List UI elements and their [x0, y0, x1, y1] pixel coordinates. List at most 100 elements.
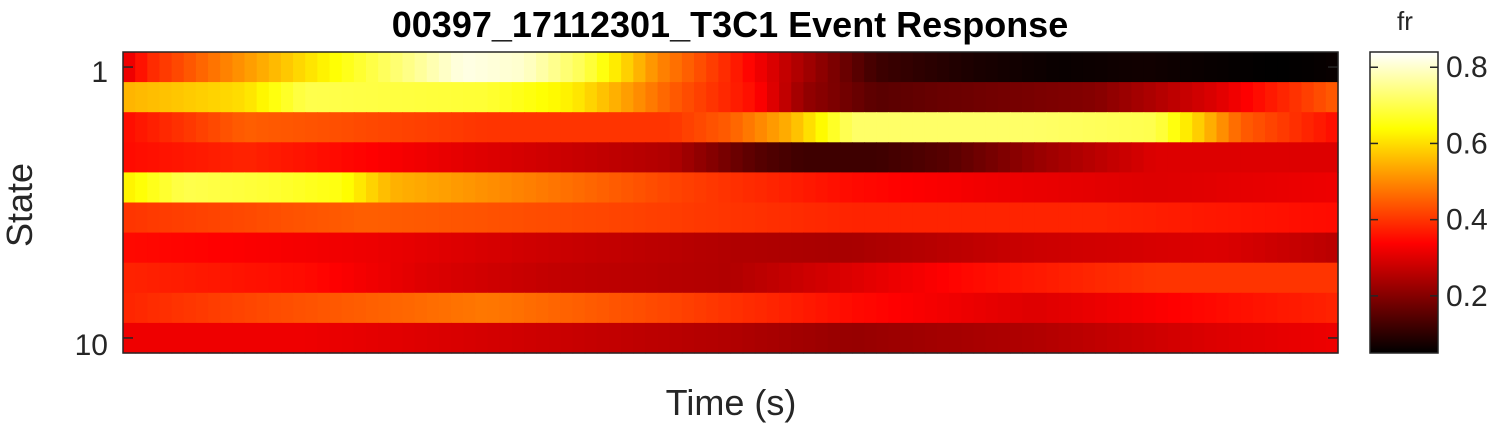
- heatmap-cell: [706, 233, 719, 264]
- heatmap-cell: [342, 293, 355, 324]
- heatmap-cell: [743, 112, 756, 143]
- y-axis-label: State: [0, 163, 40, 247]
- heatmap-cell: [475, 142, 488, 173]
- heatmap-cell: [172, 263, 185, 294]
- heatmap-cell: [1180, 263, 1193, 294]
- heatmap-cell: [220, 293, 233, 324]
- heatmap-cell: [767, 172, 780, 203]
- heatmap-cell: [840, 203, 853, 234]
- heatmap-cell: [147, 293, 160, 324]
- heatmap-cell: [1289, 233, 1302, 264]
- heatmap-cell: [330, 112, 343, 143]
- heatmap-cell: [779, 52, 792, 83]
- heatmap-cell: [1265, 112, 1278, 143]
- heatmap-cell: [500, 52, 513, 83]
- heatmap-cell: [293, 233, 306, 264]
- heatmap-cell: [1034, 172, 1047, 203]
- heatmap-cell: [840, 293, 853, 324]
- heatmap-cell: [1010, 293, 1023, 324]
- heatmap-cell: [1144, 52, 1157, 83]
- heatmap-cell: [281, 293, 294, 324]
- heatmap-cell: [402, 112, 415, 143]
- heatmap-cell: [731, 82, 744, 113]
- heatmap-cell: [621, 263, 634, 294]
- heatmap-cell: [342, 142, 355, 173]
- heatmap-cell: [986, 263, 999, 294]
- heatmap-cell: [293, 52, 306, 83]
- heatmap-cell: [694, 82, 707, 113]
- heatmap-cells: [123, 52, 1339, 354]
- heatmap-cell: [609, 142, 622, 173]
- heatmap-cell: [475, 293, 488, 324]
- heatmap-cell: [1156, 142, 1169, 173]
- heatmap-cell: [208, 82, 221, 113]
- heatmap-cell: [147, 52, 160, 83]
- heatmap-cell: [828, 82, 841, 113]
- heatmap-cell: [147, 263, 160, 294]
- heatmap-cell: [1265, 233, 1278, 264]
- heatmap-cell: [1034, 142, 1047, 173]
- heatmap-cell: [925, 263, 938, 294]
- heatmap-cell: [1144, 323, 1157, 354]
- heatmap-cell: [1168, 82, 1181, 113]
- heatmap-cell: [633, 293, 646, 324]
- heatmap-cell: [269, 293, 282, 324]
- heatmap-cell: [1095, 142, 1108, 173]
- heatmap-cell: [633, 323, 646, 354]
- heatmap-cell: [196, 172, 209, 203]
- heatmap-cell: [172, 142, 185, 173]
- heatmap-cell: [184, 52, 197, 83]
- heatmap-cell: [184, 233, 197, 264]
- heatmap-cell: [1022, 112, 1035, 143]
- heatmap-cell: [621, 82, 634, 113]
- heatmap-cell: [220, 263, 233, 294]
- heatmap-cell: [1229, 263, 1242, 294]
- heatmap-cell: [1095, 293, 1108, 324]
- heatmap-cell: [876, 233, 889, 264]
- heatmap-cell: [585, 172, 598, 203]
- heatmap-cell: [1144, 112, 1157, 143]
- heatmap-cell: [803, 52, 816, 83]
- heatmap-cell: [645, 263, 658, 294]
- heatmap-cell: [1229, 233, 1242, 264]
- heatmap-cell: [293, 263, 306, 294]
- heatmap-cell: [731, 323, 744, 354]
- heatmap-cell: [1107, 112, 1120, 143]
- heatmap-cell: [390, 52, 403, 83]
- heatmap-cell: [816, 233, 829, 264]
- heatmap-cell: [1034, 263, 1047, 294]
- heatmap-cell: [609, 112, 622, 143]
- heatmap-cell: [245, 142, 258, 173]
- heatmap-cell: [512, 263, 525, 294]
- heatmap-cell: [974, 172, 987, 203]
- heatmap-cell: [913, 263, 926, 294]
- heatmap-cell: [658, 142, 671, 173]
- heatmap-cell: [1119, 52, 1132, 83]
- heatmap-cell: [1277, 323, 1290, 354]
- heatmap-cell: [1265, 263, 1278, 294]
- heatmap-cell: [1314, 142, 1327, 173]
- heatmap-cell: [888, 233, 901, 264]
- heatmap-cell: [475, 112, 488, 143]
- heatmap-cell: [706, 52, 719, 83]
- heatmap-cell: [245, 172, 258, 203]
- heatmap-cell: [658, 52, 671, 83]
- heatmap-cell: [512, 52, 525, 83]
- heatmap-cell: [293, 142, 306, 173]
- heatmap-cell: [463, 293, 476, 324]
- heatmap-cell: [949, 203, 962, 234]
- heatmap-cell: [172, 323, 185, 354]
- colorbar-tick-label: 0.6: [1446, 127, 1488, 160]
- heatmap-cell: [755, 112, 768, 143]
- heatmap-cell: [1083, 293, 1096, 324]
- heatmap-cell: [512, 233, 525, 264]
- heatmap-cell: [743, 233, 756, 264]
- heatmap-cell: [1034, 112, 1047, 143]
- heatmap-cell: [269, 203, 282, 234]
- heatmap-cell: [390, 203, 403, 234]
- chart-title: 00397_17112301_T3C1 Event Response: [392, 4, 1068, 45]
- heatmap-cell: [305, 172, 318, 203]
- heatmap-cell: [658, 293, 671, 324]
- heatmap-cell: [828, 112, 841, 143]
- heatmap-cell: [135, 82, 148, 113]
